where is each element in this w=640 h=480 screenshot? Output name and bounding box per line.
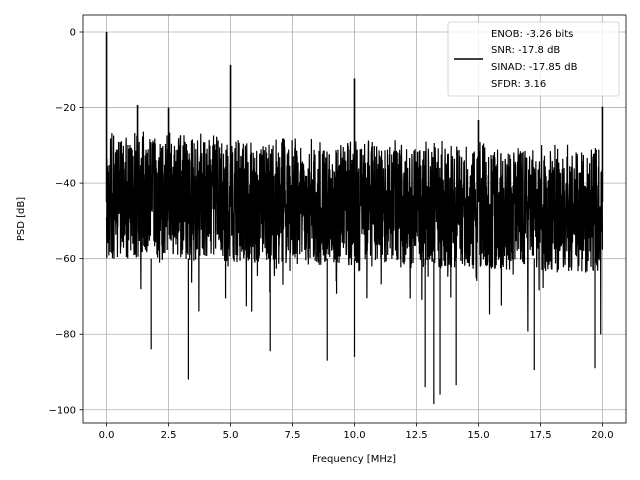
x-axis-label: Frequency [MHz]	[312, 454, 396, 465]
y-tick-label: −60	[55, 254, 76, 265]
x-tick-label: 2.5	[161, 430, 177, 441]
x-axis-ticks: 0.0 2.5 5.0 7.5 10.0 12.5 15.0 17.5 20.0	[99, 423, 614, 441]
x-tick-label: 7.5	[285, 430, 301, 441]
x-tick-label: 17.5	[529, 430, 551, 441]
plot-area	[105, 32, 604, 405]
legend-line-sinad: SINAD: -17.85 dB	[491, 62, 578, 73]
y-tick-label: −100	[49, 405, 76, 416]
legend: ENOB: -3.26 bits SNR: -17.8 dB SINAD: -1…	[447, 21, 620, 97]
legend-line-snr: SNR: -17.8 dB	[491, 45, 560, 56]
x-tick-label: 5.0	[223, 430, 239, 441]
y-tick-label: −40	[55, 179, 76, 190]
x-tick-label: 0.0	[99, 430, 115, 441]
y-axis-label: PSD [dB]	[16, 197, 27, 241]
legend-line-enob: ENOB: -3.26 bits	[491, 29, 573, 40]
y-tick-label: 0	[70, 28, 76, 39]
x-tick-label: 12.5	[405, 430, 427, 441]
legend-line-sfdr: SFDR: 3.16	[491, 79, 546, 90]
data-layer	[105, 32, 604, 405]
y-axis-ticks: 0 −20 −40 −60 −80 −100	[49, 28, 83, 416]
noise-floor-trace	[105, 131, 604, 335]
y-tick-label: −80	[55, 330, 76, 341]
x-tick-label: 15.0	[467, 430, 489, 441]
x-tick-label: 10.0	[343, 430, 365, 441]
legend-box	[447, 21, 620, 97]
y-tick-label: −20	[55, 103, 76, 114]
x-tick-label: 20.0	[591, 430, 613, 441]
